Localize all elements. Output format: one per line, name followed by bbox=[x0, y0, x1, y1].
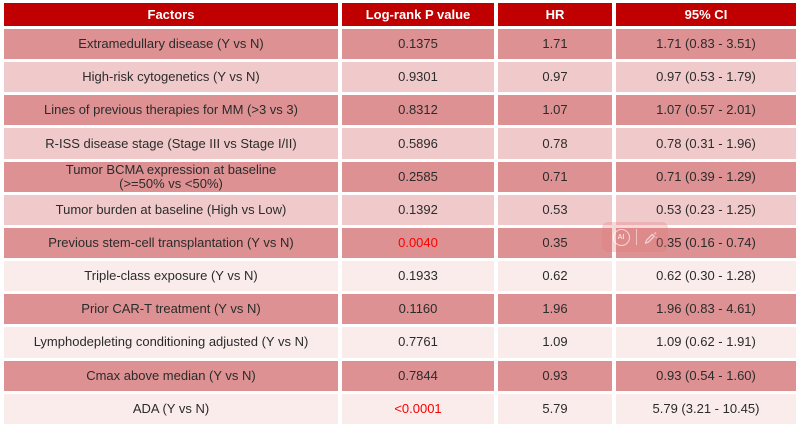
factor-cell: Previous stem-cell transplantation (Y vs… bbox=[4, 227, 338, 259]
table-row: Tumor BCMA expression at baseline (>=50%… bbox=[4, 161, 796, 192]
table-row: Lymphodepleting conditioning adjusted (Y… bbox=[4, 327, 796, 358]
factor-cell: Lymphodepleting conditioning adjusted (Y… bbox=[4, 327, 338, 358]
hr-cell: 0.78 bbox=[498, 128, 612, 159]
ci-cell: 1.09 (0.62 - 1.91) bbox=[616, 327, 796, 358]
hr-cell: 0.97 bbox=[498, 62, 612, 93]
p-value-cell: 0.7844 bbox=[342, 360, 494, 391]
p-value-cell: 0.1392 bbox=[342, 194, 494, 225]
hr-cell: 5.79 bbox=[498, 393, 612, 424]
factor-cell: Cmax above median (Y vs N) bbox=[4, 360, 338, 391]
p-value-cell: 0.5896 bbox=[342, 128, 494, 159]
ci-cell: 1.71 (0.83 - 3.51) bbox=[616, 29, 796, 60]
factor-cell: Tumor BCMA expression at baseline (>=50%… bbox=[4, 161, 338, 192]
ci-cell: 0.93 (0.54 - 1.60) bbox=[616, 360, 796, 391]
table-row: High-risk cytogenetics (Y vs N) 0.9301 0.9… bbox=[4, 62, 796, 93]
p-value-cell: 0.2585 bbox=[342, 161, 494, 192]
ci-cell: 0.97 (0.53 - 1.79) bbox=[616, 62, 796, 93]
ci-cell: 1.96 (0.83 - 4.61) bbox=[616, 294, 796, 325]
table-row: Extramedullary disease (Y vs N) 0.1375 1.7… bbox=[4, 29, 796, 60]
factor-cell: Triple-class exposure (Y vs N) bbox=[4, 261, 338, 292]
p-value-cell: 0.0040 bbox=[342, 227, 494, 259]
p-value-cell: 0.8312 bbox=[342, 95, 494, 126]
ci-cell: 1.07 (0.57 - 2.01) bbox=[616, 95, 796, 126]
col-header-95ci: 95% CI bbox=[616, 3, 796, 26]
factor-cell: Prior CAR-T treatment (Y vs N) bbox=[4, 294, 338, 325]
factor-cell: Lines of previous therapies for MM (>3 v… bbox=[4, 95, 338, 126]
hr-cell: 1.96 bbox=[498, 294, 612, 325]
factor-cell: Extramedullary disease (Y vs N) bbox=[4, 29, 338, 60]
col-header-hr: HR bbox=[498, 3, 612, 26]
p-value-cell: 0.1160 bbox=[342, 294, 494, 325]
col-header-p-value: Log-rank P value bbox=[342, 3, 494, 26]
ci-cell: 0.35 (0.16 - 0.74) bbox=[616, 227, 796, 259]
table-row: Previous stem-cell transplantation (Y vs… bbox=[4, 227, 796, 259]
hr-cell: 0.62 bbox=[498, 261, 612, 292]
table-row: ADA (Y vs N) <0.0001 5.79 5.79 (3.21 - 10.4… bbox=[4, 393, 796, 424]
hr-cell: 0.71 bbox=[498, 161, 612, 192]
table-row: Cmax above median (Y vs N) 0.7844 0.93 0.93… bbox=[4, 360, 796, 391]
ci-cell: 0.71 (0.39 - 1.29) bbox=[616, 161, 796, 192]
col-header-factors: Factors bbox=[4, 3, 338, 26]
hr-cell: 0.93 bbox=[498, 360, 612, 391]
ci-cell: 5.79 (3.21 - 10.45) bbox=[616, 393, 796, 424]
p-value-cell: 0.1933 bbox=[342, 261, 494, 292]
table-row: Tumor burden at baseline (High vs Low) 0.… bbox=[4, 194, 796, 225]
ci-cell: 0.78 (0.31 - 1.96) bbox=[616, 128, 796, 159]
factor-cell: Tumor burden at baseline (High vs Low) bbox=[4, 194, 338, 225]
table-row: Triple-class exposure (Y vs N) 0.1933 0.62… bbox=[4, 261, 796, 292]
hr-cell: 1.09 bbox=[498, 327, 612, 358]
table-row: R-ISS disease stage (Stage III vs Stage … bbox=[4, 128, 796, 159]
p-value-cell: 0.9301 bbox=[342, 62, 494, 93]
table-row: Prior CAR-T treatment (Y vs N) 0.1160 1.96… bbox=[4, 294, 796, 325]
p-value-cell: 0.1375 bbox=[342, 29, 494, 60]
table-header-row: Factors Log-rank P value HR 95% CI bbox=[4, 3, 796, 26]
hr-cell: 1.71 bbox=[498, 29, 612, 60]
factor-cell: High-risk cytogenetics (Y vs N) bbox=[4, 62, 338, 93]
hr-cell: 0.35 bbox=[498, 227, 612, 259]
p-value-cell: <0.0001 bbox=[342, 393, 494, 424]
ci-cell: 0.62 (0.30 - 1.28) bbox=[616, 261, 796, 292]
factor-cell: ADA (Y vs N) bbox=[4, 393, 338, 424]
table-row: Lines of previous therapies for MM (>3 v… bbox=[4, 95, 796, 126]
hr-cell: 0.53 bbox=[498, 194, 612, 225]
p-value-cell: 0.7761 bbox=[342, 327, 494, 358]
ci-cell: 0.53 (0.23 - 1.25) bbox=[616, 194, 796, 225]
factor-cell: R-ISS disease stage (Stage III vs Stage … bbox=[4, 128, 338, 159]
hr-cell: 1.07 bbox=[498, 95, 612, 126]
